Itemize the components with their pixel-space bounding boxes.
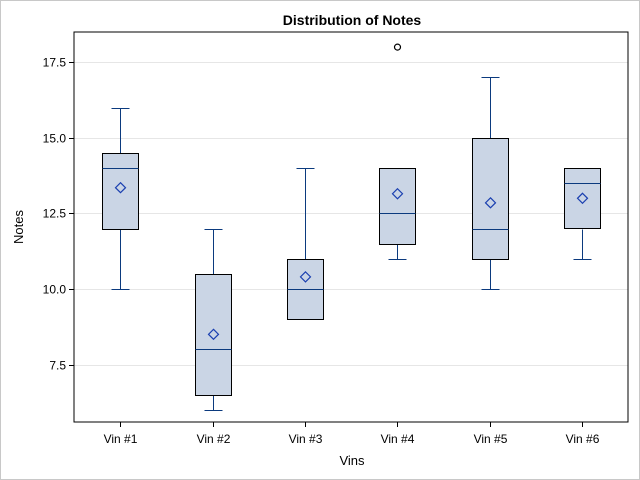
outlier-point — [393, 43, 402, 51]
y-tick-label: 10.0 — [43, 283, 67, 297]
box-vin-1 — [102, 108, 139, 290]
chart-title: Distribution of Notes — [283, 12, 422, 28]
y-tick-label: 17.5 — [43, 56, 67, 70]
x-tick-label: Vin #2 — [197, 432, 231, 446]
box-iqr — [195, 274, 232, 396]
box-iqr — [564, 168, 601, 229]
grid-lines — [74, 62, 628, 366]
y-tick-label: 7.5 — [49, 359, 66, 373]
x-tick-label: Vin #1 — [104, 432, 138, 446]
y-axis: 7.5 10.0 12.5 15.0 17.5 — [43, 56, 74, 373]
x-axis: Vin #1 Vin #2 Vin #3 Vin #4 Vin #5 Vin #6 — [104, 422, 600, 446]
box-iqr — [379, 168, 416, 245]
box-vin-5 — [472, 77, 509, 290]
box-iqr — [102, 153, 139, 230]
mean-marker — [484, 196, 497, 209]
mean-marker — [114, 181, 127, 194]
mean-marker — [299, 271, 312, 283]
y-tick-label: 12.5 — [43, 207, 67, 221]
y-tick-label: 15.0 — [43, 132, 67, 146]
box-vin-2 — [195, 229, 232, 411]
box-vin-3 — [287, 168, 324, 320]
x-axis-label: Vins — [339, 453, 365, 468]
mean-marker — [207, 328, 220, 341]
box-iqr — [472, 138, 509, 260]
plot-frame — [73, 31, 629, 423]
mean-marker — [576, 192, 589, 205]
box-vin-4 — [379, 43, 416, 260]
x-tick-label: Vin #3 — [289, 432, 323, 446]
x-tick-label: Vin #6 — [566, 432, 600, 446]
x-tick-label: Vin #4 — [381, 432, 415, 446]
mean-marker — [391, 187, 404, 200]
y-axis-label: Notes — [11, 210, 26, 244]
x-tick-label: Vin #5 — [474, 432, 508, 446]
box-vin-6 — [564, 168, 601, 260]
box-plots — [102, 43, 601, 411]
